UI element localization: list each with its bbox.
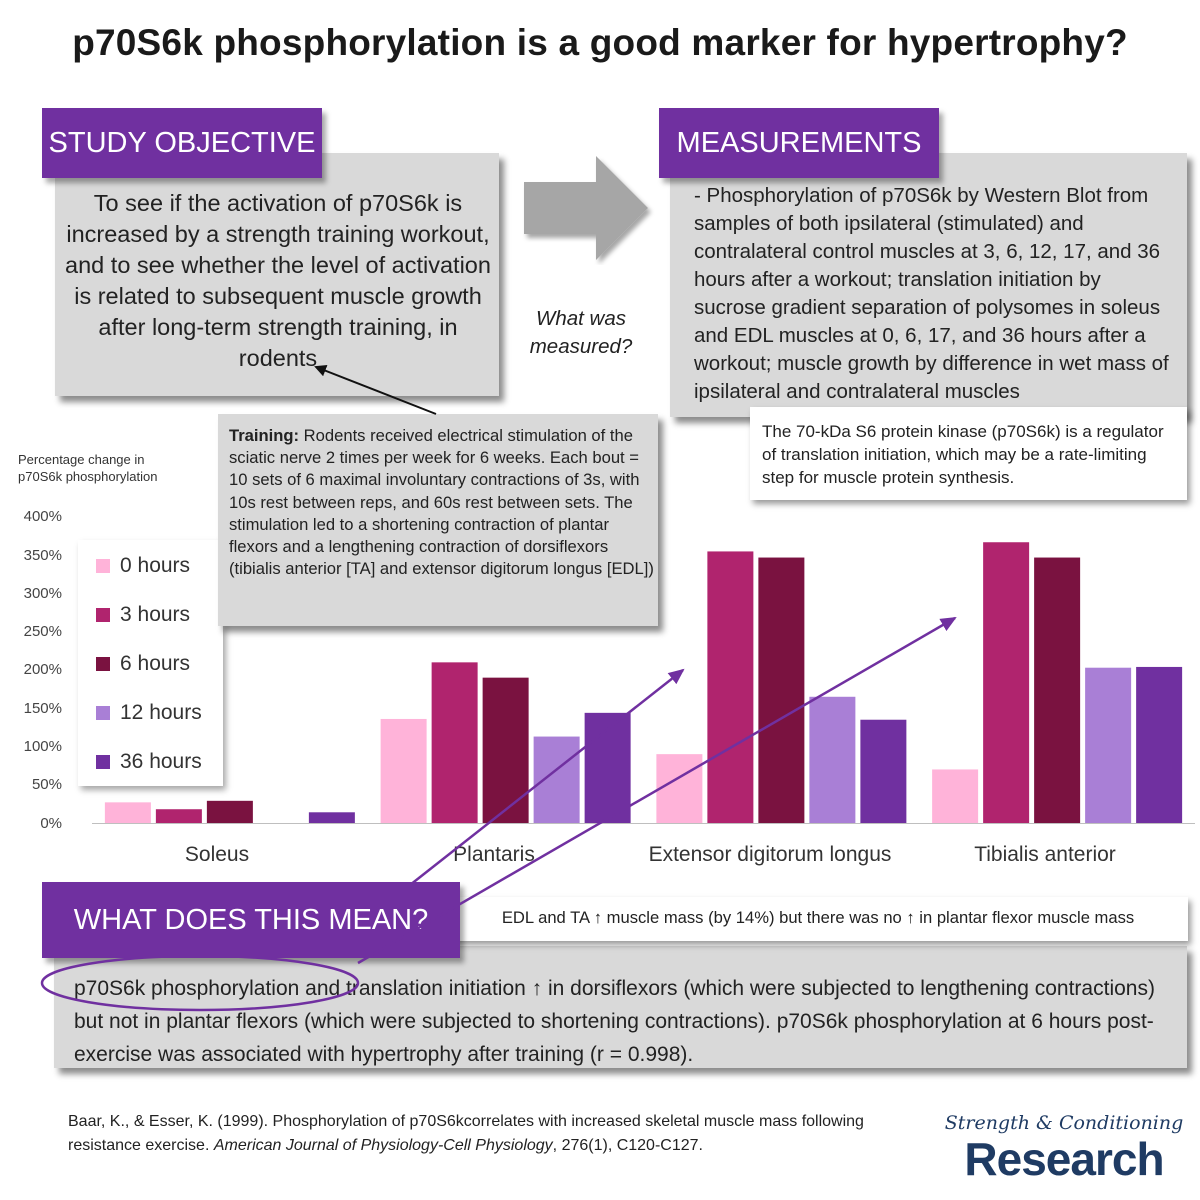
objective-box (55, 153, 499, 396)
legend-label: 36 hours (120, 750, 202, 773)
right-arrow-icon (524, 156, 648, 260)
x-category-label: Plantaris (453, 843, 535, 866)
page-title: p70S6k phosphorylation is a good marker … (72, 22, 1128, 63)
y-tick-label: 50% (31, 776, 62, 793)
bar (431, 662, 478, 823)
y-axis-label: Percentage change in p70S6k phosphorylat… (18, 452, 158, 484)
bar (533, 736, 580, 823)
measurements-text: - Phosphorylation of p70S6k by Western B… (694, 184, 1169, 403)
bar (104, 802, 151, 823)
training-description: Rodents received electrical stimulation … (229, 426, 654, 579)
legend-item: 36 hours (96, 750, 202, 774)
legend-label: 6 hours (120, 652, 191, 675)
legend-item: 12 hours (96, 701, 202, 725)
bar (1034, 557, 1081, 823)
legend-swatch (96, 657, 110, 671)
y-tick-label: 250% (23, 623, 62, 640)
y-tick-label: 350% (23, 547, 62, 564)
legend-swatch (96, 755, 110, 769)
y-tick-label: 200% (23, 661, 62, 678)
y-tick-label: 100% (23, 738, 62, 755)
x-category-label: Extensor digitorum longus (648, 843, 892, 866)
legend-item: 6 hours (96, 652, 190, 676)
citation-volume: , 276(1), C120-C127. (552, 1137, 703, 1154)
bar (155, 809, 202, 823)
meaning-heading: WHAT DOES THIS MEAN? (42, 882, 460, 958)
objective-heading: STUDY OBJECTIVE (42, 108, 322, 178)
brand-tagline: Strength & Conditioning (944, 1112, 1184, 1134)
x-category-label: Tibialis anterior (974, 843, 1116, 866)
kinase-note-text: The 70-kDa S6 protein kinase (p70S6k) is… (762, 422, 1164, 487)
bar (206, 800, 253, 823)
meaning-text: p70S6k phosphorylation and translation i… (74, 977, 1155, 1066)
training-text: Training: Rodents received electrical st… (229, 425, 654, 580)
bar (809, 696, 856, 823)
what-was-measured-label: What was measured? (529, 307, 633, 358)
bar (656, 754, 703, 823)
citation-journal: American Journal of Physiology-Cell Phys… (213, 1137, 553, 1154)
training-label: Training: (229, 426, 300, 445)
bar (758, 557, 805, 823)
bar (707, 551, 754, 823)
bar (932, 769, 979, 823)
bar (1085, 667, 1132, 823)
legend-swatch (96, 559, 110, 573)
measurements-box (670, 153, 1187, 417)
legend-label: 0 hours (120, 554, 191, 577)
measurements-heading: MEASUREMENTS (659, 108, 939, 178)
kinase-note-box (750, 407, 1187, 500)
bar (1136, 666, 1183, 823)
bar (380, 718, 427, 823)
legend-label: 12 hours (120, 701, 202, 724)
citation-authors-title: Baar, K., & Esser, K. (1999). Phosphoryl… (68, 1113, 864, 1154)
training-box (218, 414, 658, 626)
y-tick-label: 0% (40, 815, 62, 832)
legend-item: 3 hours (96, 603, 190, 627)
bar (482, 677, 529, 823)
objective-text: To see if the activation of p70S6k is in… (65, 190, 491, 371)
brand-logo-text: Research (964, 1133, 1164, 1185)
citation: Baar, K., & Esser, K. (1999). Phosphoryl… (68, 1110, 908, 1158)
y-tick-label: 150% (23, 700, 62, 717)
bar (983, 542, 1030, 823)
bar (308, 812, 355, 823)
x-category-label: Soleus (184, 843, 250, 866)
legend-label: 3 hours (120, 603, 191, 626)
legend-swatch (96, 706, 110, 720)
y-tick-label: 400% (23, 508, 62, 525)
chart-legend: 0 hours 3 hours 6 hours 12 hours 36 hour… (78, 540, 223, 786)
y-tick-label: 300% (23, 585, 62, 602)
legend-item: 0 hours (96, 554, 190, 578)
bar (584, 712, 631, 823)
bar (860, 719, 907, 823)
legend-swatch (96, 608, 110, 622)
mass-note-text: EDL and TA ↑ muscle mass (by 14%) but th… (501, 908, 1135, 927)
